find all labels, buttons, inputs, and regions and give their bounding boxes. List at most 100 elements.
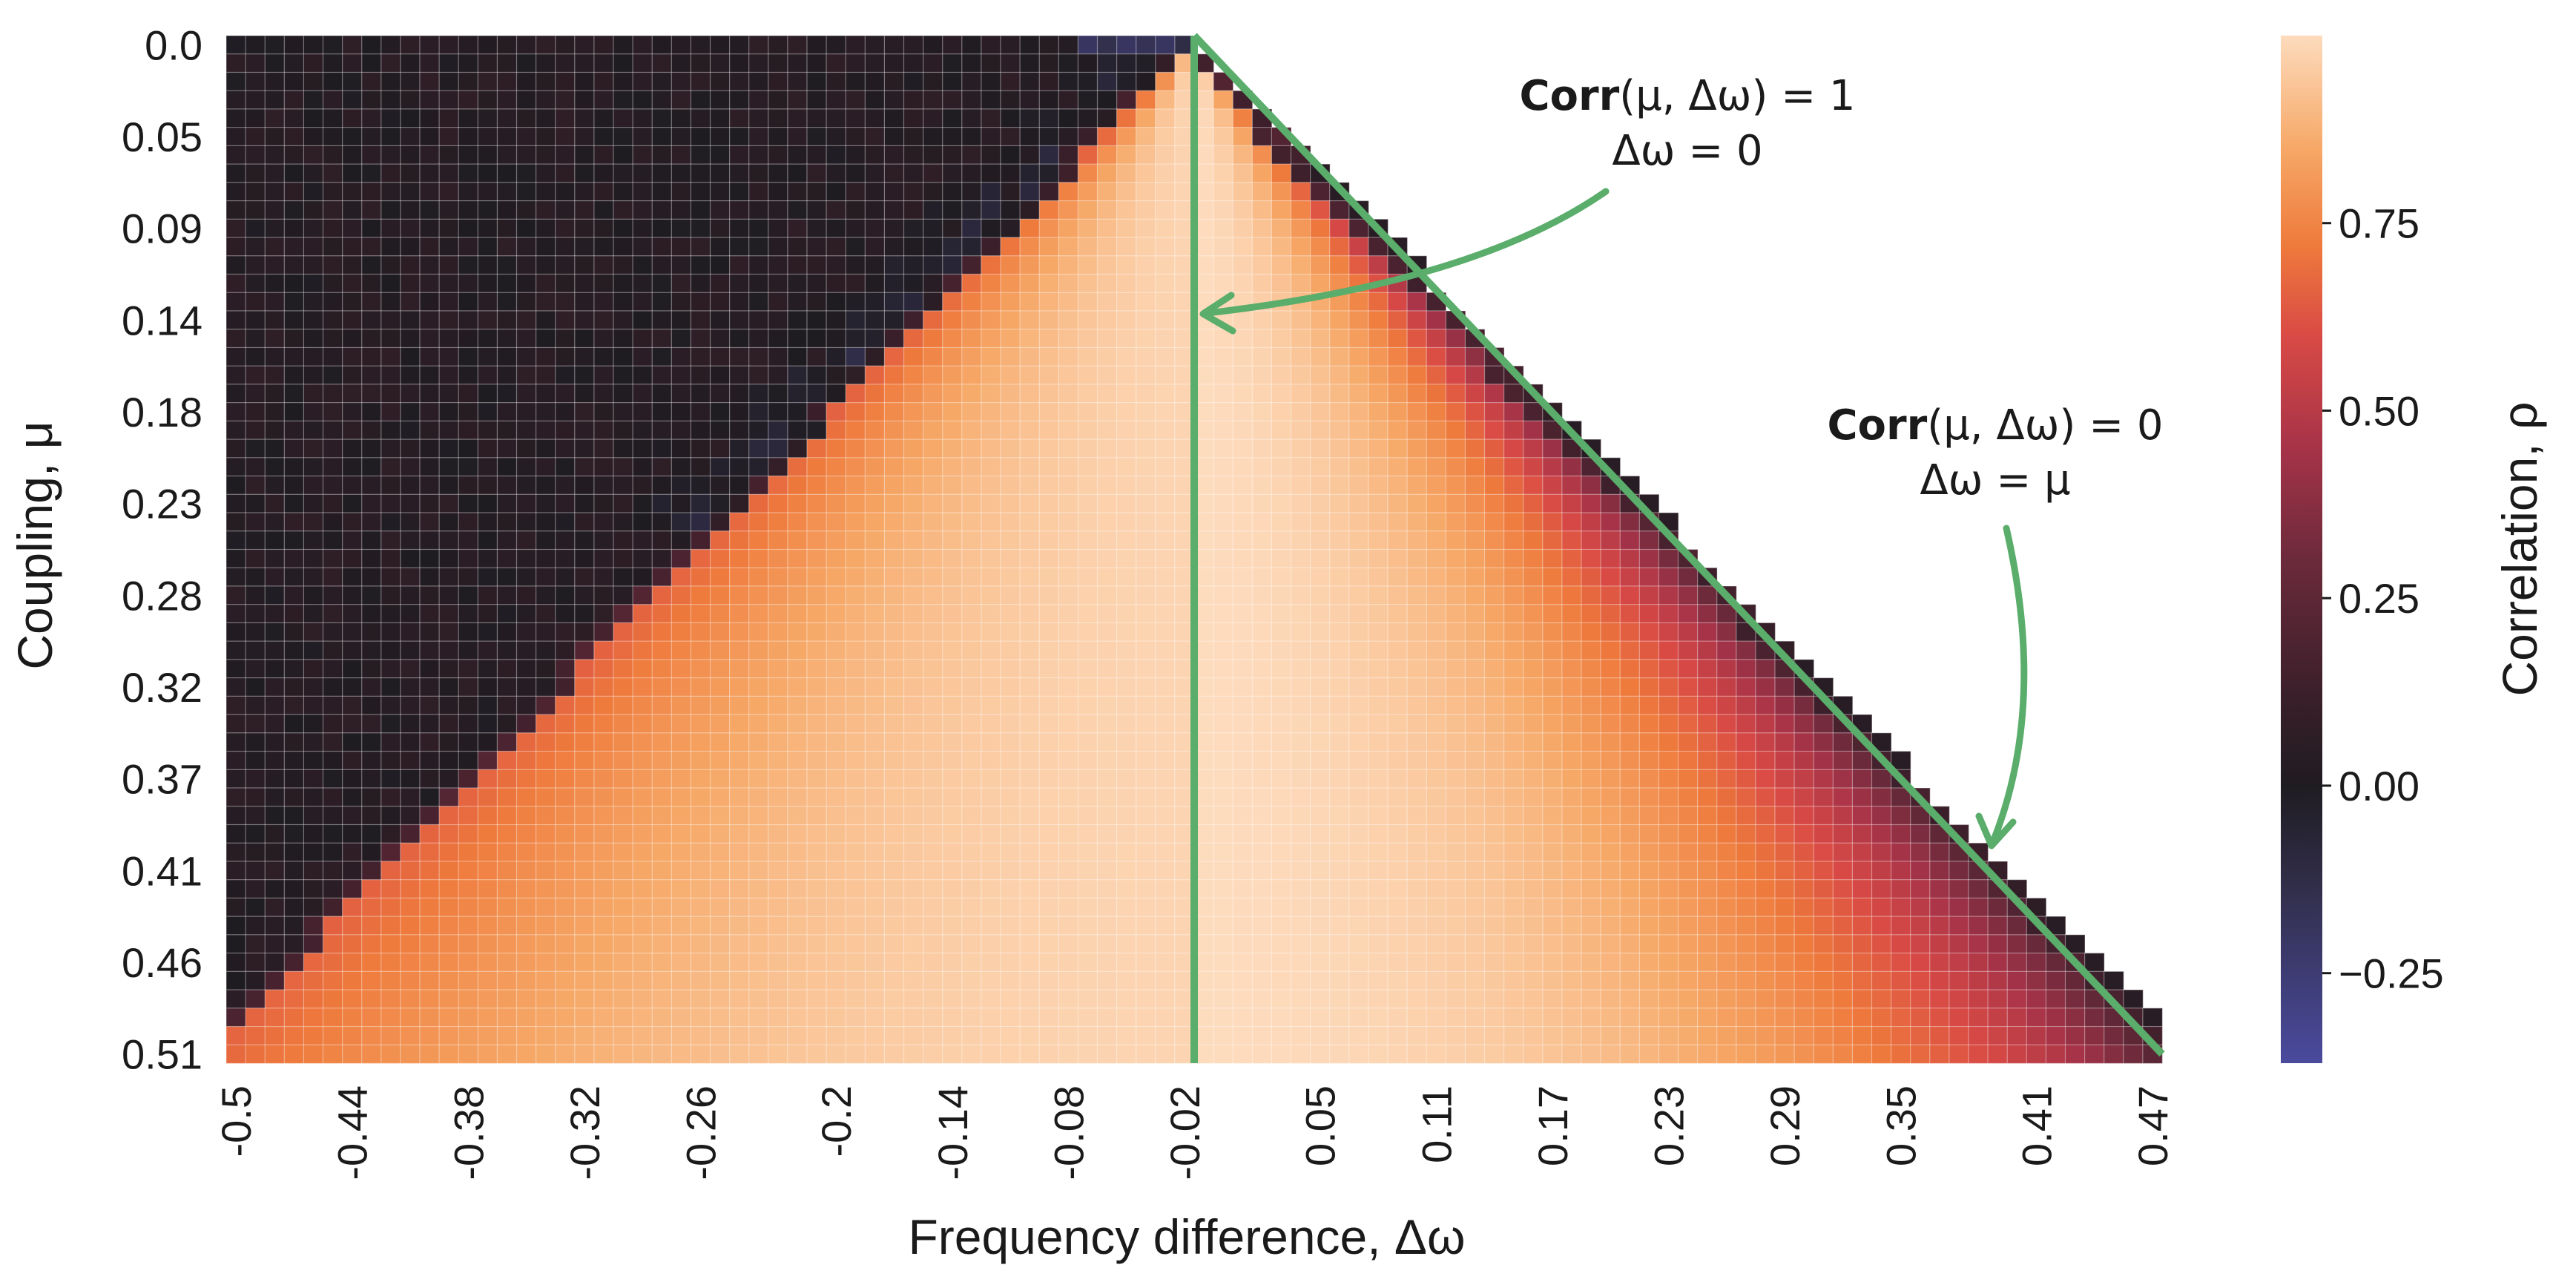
- heatmap-cell: [1348, 879, 1369, 899]
- heatmap-cell: [768, 402, 788, 422]
- heatmap-cell: [1658, 769, 1679, 789]
- heatmap-cell: [264, 530, 286, 551]
- heatmap-cell: [942, 787, 963, 807]
- heatmap-cell: [593, 695, 615, 716]
- heatmap-cell: [728, 714, 750, 734]
- heatmap-cell: [903, 530, 924, 551]
- heatmap-cell: [555, 916, 576, 936]
- heatmap-cell: [768, 90, 788, 110]
- heatmap-cell: [1116, 35, 1137, 55]
- heatmap-cell: [883, 512, 905, 532]
- heatmap-cell: [690, 365, 711, 385]
- heatmap-cell: [245, 879, 266, 899]
- heatmap-cell: [2064, 989, 2086, 1009]
- heatmap-cell: [748, 714, 769, 734]
- heatmap-cell: [1136, 512, 1156, 532]
- heatmap-cell: [942, 879, 963, 899]
- heatmap-cell: [1116, 806, 1137, 826]
- heatmap-cell: [1426, 953, 1447, 973]
- heatmap-cell: [283, 512, 305, 532]
- heatmap-cell: [1716, 622, 1737, 642]
- heatmap-cell: [671, 861, 692, 881]
- heatmap-cell: [1406, 384, 1428, 404]
- heatmap-cell: [438, 824, 460, 844]
- heatmap-cell: [477, 163, 498, 183]
- heatmap-cell: [1213, 145, 1234, 165]
- heatmap-cell: [1155, 530, 1176, 551]
- heatmap-cell: [1096, 35, 1118, 55]
- heatmap-cell: [864, 695, 886, 716]
- heatmap-cell: [342, 659, 363, 679]
- heatmap-cell: [245, 769, 266, 789]
- heatmap-cell: [1155, 237, 1176, 257]
- heatmap-cell: [922, 145, 943, 165]
- x-tick-label: 0.41: [2013, 1085, 2060, 1166]
- heatmap-cell: [1793, 1044, 1815, 1065]
- heatmap-cell: [593, 1025, 615, 1046]
- heatmap-cell: [496, 346, 518, 367]
- heatmap-cell: [1968, 916, 1989, 936]
- heatmap-cell: [903, 806, 924, 826]
- heatmap-cell: [381, 108, 401, 128]
- heatmap-cell: [1426, 402, 1447, 422]
- heatmap-cell: [1309, 787, 1331, 807]
- heatmap-cell: [1832, 879, 1854, 899]
- heatmap-cell: [845, 897, 866, 918]
- heatmap-cell: [1387, 897, 1409, 918]
- heatmap-cell: [1426, 1044, 1447, 1065]
- heatmap-cell: [496, 237, 518, 257]
- heatmap-cell: [1038, 695, 1060, 716]
- heatmap-cell: [400, 273, 421, 294]
- heatmap-cell: [1058, 806, 1079, 826]
- heatmap-cell: [1813, 732, 1834, 752]
- heatmap-cell: [1368, 567, 1389, 587]
- heatmap-cell: [245, 1025, 266, 1046]
- heatmap-cell: [1581, 585, 1602, 605]
- heatmap-cell: [1774, 677, 1796, 697]
- heatmap-cell: [1697, 750, 1718, 771]
- heatmap-cell: [1309, 750, 1331, 771]
- heatmap-cell: [1755, 842, 1776, 862]
- heatmap-cell: [1619, 659, 1641, 679]
- heatmap-cell: [1368, 695, 1389, 716]
- heatmap-cell: [1232, 897, 1254, 918]
- heatmap-cell: [342, 1025, 363, 1046]
- heatmap-cell: [1116, 1044, 1137, 1065]
- heatmap-cell: [1290, 218, 1311, 239]
- heatmap-cell: [942, 769, 963, 789]
- heatmap-cell: [555, 329, 576, 349]
- heatmap-cell: [1329, 916, 1350, 936]
- heatmap-cell: [1426, 842, 1447, 862]
- heatmap-cell: [768, 493, 788, 514]
- heatmap-cell: [1561, 457, 1582, 477]
- heatmap-cell: [632, 493, 653, 514]
- heatmap-cell: [1038, 879, 1060, 899]
- heatmap-cell: [1774, 824, 1796, 844]
- heatmap-cell: [728, 255, 750, 275]
- heatmap-cell: [613, 714, 634, 734]
- heatmap-cell: [1290, 457, 1311, 477]
- heatmap-cell: [632, 548, 653, 569]
- heatmap-cell: [1387, 989, 1409, 1009]
- heatmap-cell: [1716, 640, 1737, 660]
- heatmap-cell: [1483, 585, 1505, 605]
- heatmap-cell: [1697, 604, 1718, 624]
- heatmap-cell: [1483, 953, 1505, 973]
- heatmap-cell: [400, 567, 421, 587]
- heatmap-cell: [225, 970, 247, 991]
- heatmap-cell: [768, 182, 788, 202]
- heatmap-cell: [1483, 475, 1505, 496]
- heatmap-cell: [555, 273, 576, 294]
- heatmap-cell: [225, 438, 247, 459]
- heatmap-cell: [1155, 71, 1176, 92]
- heatmap-cell: [1116, 475, 1137, 496]
- heatmap-cell: [1290, 622, 1311, 642]
- heatmap-cell: [1619, 1008, 1641, 1028]
- heatmap-cell: [458, 1025, 479, 1046]
- heatmap-cell: [515, 953, 537, 973]
- heatmap-cell: [303, 989, 324, 1009]
- heatmap-cell: [728, 989, 750, 1009]
- heatmap-cell: [1348, 420, 1369, 441]
- heatmap-cell: [477, 493, 498, 514]
- heatmap-cell: [690, 548, 711, 569]
